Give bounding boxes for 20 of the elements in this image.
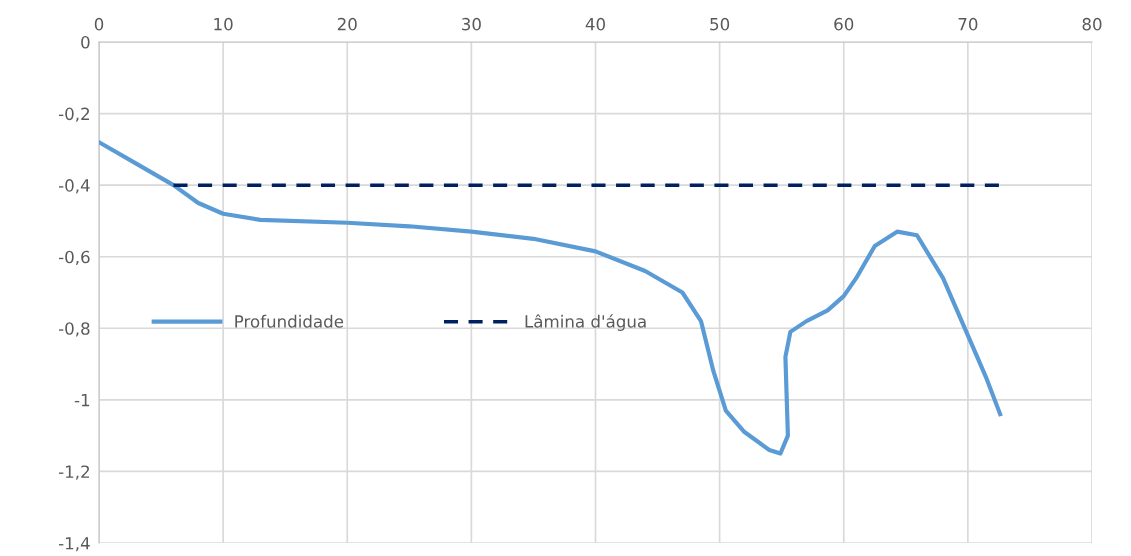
x-tick-label: 0: [94, 17, 104, 31]
y-tick-label: -0,2: [58, 107, 89, 122]
x-tick-label: 70: [958, 17, 978, 31]
x-tick-label: 50: [710, 17, 730, 31]
y-tick-label: -1,4: [58, 537, 90, 552]
x-tick-label: 30: [462, 17, 481, 31]
y-tick-label: -1: [74, 394, 90, 407]
x-tick-label: 20: [337, 17, 357, 31]
y-tick-label: -0,8: [58, 322, 90, 337]
x-tick-label: 10: [214, 17, 233, 31]
y-tick-label: -0,4: [58, 179, 90, 194]
y-tick-label: -0,6: [58, 250, 90, 265]
x-tick-label: 40: [585, 17, 605, 31]
line-series: [99, 140, 1003, 456]
x-tick-label: 80: [1082, 17, 1102, 31]
x-tick-label: 60: [834, 17, 854, 31]
legend-label: Profundidade: [235, 314, 344, 328]
y-tick-label: 0: [81, 35, 90, 49]
y-tick-label: -1,2: [58, 465, 89, 480]
legend-label: Lâmina d'água: [525, 314, 646, 331]
